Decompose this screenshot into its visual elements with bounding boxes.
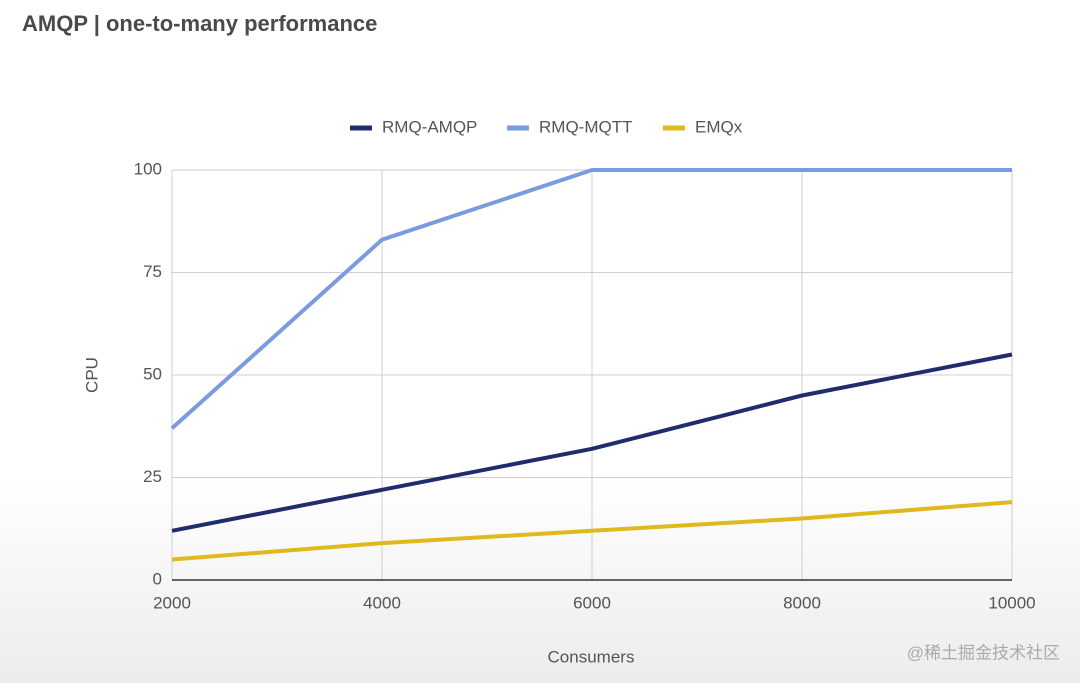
watermark: @稀土掘金技术社区 bbox=[907, 643, 1060, 662]
x-tick-label: 10000 bbox=[988, 593, 1035, 612]
y-tick-label: 0 bbox=[153, 569, 162, 588]
legend-label: RMQ-AMQP bbox=[382, 117, 477, 136]
series-line bbox=[170, 168, 1012, 430]
x-tick-label: 2000 bbox=[153, 593, 191, 612]
chart-title: AMQP | one-to-many performance bbox=[22, 11, 377, 36]
y-axis-label: CPU bbox=[82, 357, 101, 393]
y-tick-label: 25 bbox=[143, 467, 162, 486]
legend-label: EMQx bbox=[695, 117, 743, 136]
series-line bbox=[171, 500, 1013, 562]
series-line bbox=[171, 352, 1013, 533]
x-tick-label: 8000 bbox=[783, 593, 821, 612]
legend-label: RMQ-MQTT bbox=[539, 117, 632, 136]
x-tick-label: 4000 bbox=[363, 593, 401, 612]
x-axis-label: Consumers bbox=[548, 647, 635, 666]
y-tick-label: 75 bbox=[143, 262, 162, 281]
x-tick-label: 6000 bbox=[573, 593, 611, 612]
y-tick-label: 50 bbox=[143, 364, 162, 383]
y-tick-label: 100 bbox=[134, 159, 162, 178]
